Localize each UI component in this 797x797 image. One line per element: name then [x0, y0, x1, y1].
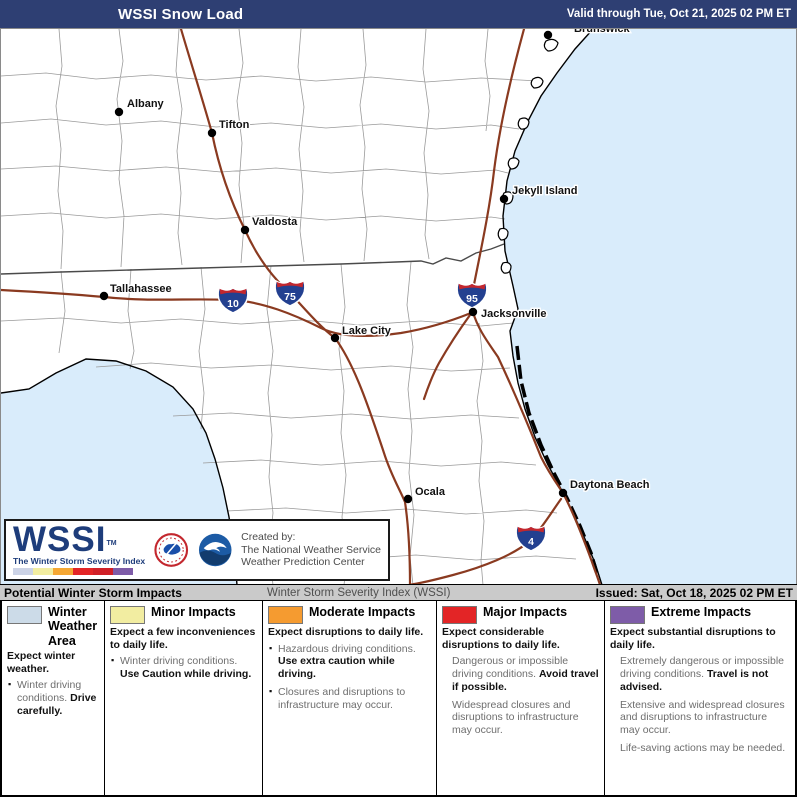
- legend-item: Widespread closures and disruptions to i…: [452, 698, 579, 737]
- legend-item: Extensive and widespread closures and di…: [620, 698, 785, 737]
- city-label-jekyll-island: Jekyll Island: [512, 185, 577, 197]
- city-labels: Albany Tifton Valdosta Tallahassee Lake …: [109, 29, 652, 499]
- city-dot-jacksonville: [468, 307, 478, 317]
- major-impacts-swatch: [442, 606, 477, 624]
- city-dot-tallahassee: [99, 291, 109, 301]
- legend-item: Hazardous driving conditions. Use extra …: [269, 643, 431, 681]
- status-left-title: Potential Winter Storm Impacts: [4, 585, 182, 600]
- interstate-shield-95: 95: [456, 281, 488, 309]
- minor-impacts-swatch: [110, 606, 145, 624]
- legend-column-extreme: Extreme Impacts Expect substantial disru…: [605, 601, 793, 795]
- interstate-shield-4: 4: [515, 524, 547, 552]
- status-issued-text: Issued: Sat, Oct 18, 2025 02 PM ET: [595, 585, 793, 600]
- colorbar-seg-moderate: [53, 567, 73, 575]
- city-label-daytona-beach: Daytona Beach: [570, 479, 650, 491]
- created-by-text: Created by: The National Weather Service…: [241, 531, 381, 568]
- interstate-shield-10: 10: [217, 286, 249, 314]
- legend-intro: Expect a few inconveniences to daily lif…: [110, 626, 256, 651]
- barrier-islands-strip: [515, 345, 600, 578]
- header-bar: WSSI Snow Load Valid through Tue, Oct 21…: [0, 0, 797, 28]
- legend-column-winter-weather: Winter Weather Area Expect winter weathe…: [2, 601, 105, 795]
- city-markers: [99, 30, 568, 504]
- city-dot-albany: [114, 107, 124, 117]
- city-label-jacksonville: Jacksonville: [481, 308, 546, 320]
- wssi-wordmark: WSSITM: [13, 520, 117, 560]
- legend-column-minor: Minor Impacts Expect a few inconvenience…: [105, 601, 263, 795]
- city-dot-valdosta: [240, 225, 250, 235]
- colorbar-seg-major2: [93, 567, 113, 575]
- legend-title-minor: Minor Impacts: [151, 605, 236, 619]
- colorbar-seg-major: [73, 567, 93, 575]
- map-svg: 10 75 95 4: [1, 29, 796, 584]
- status-bar: Potential Winter Storm Impacts Winter St…: [0, 584, 797, 601]
- legend-intro: Expect considerable disruptions to daily…: [442, 626, 560, 651]
- nws-logo-icon: [154, 533, 189, 567]
- created-by-line2: The National Weather Service: [241, 543, 381, 556]
- legend-intro: Expect winter weather.: [7, 650, 76, 675]
- city-label-valdosta: Valdosta: [252, 216, 298, 228]
- atlantic-ocean: [503, 29, 796, 584]
- gulf-coastline: [1, 358, 238, 584]
- city-dot-tifton: [207, 128, 217, 138]
- legend-item: Extremely dangerous or impossible drivin…: [620, 655, 784, 693]
- city-label-ocala: Ocala: [415, 486, 446, 498]
- shield-number: 4: [528, 536, 534, 548]
- legend-title-moderate: Moderate Impacts: [309, 605, 416, 619]
- wssi-severity-colorbar: [13, 567, 133, 575]
- city-label-albany: Albany: [127, 98, 165, 110]
- city-label-partial: Brunswick: [574, 29, 631, 35]
- extreme-impacts-swatch: [610, 606, 645, 624]
- created-by-line3: Weather Prediction Center: [241, 556, 365, 569]
- coastal-islets: [497, 38, 559, 274]
- legend-item: Life-saving actions may be needed.: [620, 741, 786, 754]
- created-by-line1: Created by:: [241, 531, 296, 544]
- interstate-roads: [1, 29, 601, 584]
- shield-number: 95: [466, 293, 478, 305]
- valid-through-text: Valid through Tue, Oct 21, 2025 02 PM ET: [566, 8, 791, 20]
- shield-number: 10: [227, 298, 239, 310]
- city-dot-jekyll-island: [499, 194, 509, 204]
- legend-title-major: Major Impacts: [483, 605, 568, 619]
- page-title: WSSI Snow Load: [118, 5, 244, 23]
- legend-item: Winter driving conditions. Use Caution w…: [111, 655, 257, 681]
- interstate-shield-75: 75: [274, 279, 306, 307]
- moderate-impacts-swatch: [268, 606, 303, 624]
- map-canvas: 10 75 95 4: [0, 28, 797, 584]
- shield-number: 75: [284, 291, 296, 303]
- legend-intro: Expect disruptions to daily life.: [268, 626, 424, 638]
- impact-legend: Winter Weather Area Expect winter weathe…: [0, 601, 797, 797]
- city-label-tifton: Tifton: [219, 119, 250, 131]
- legend-item: Dangerous or impossible driving conditio…: [452, 655, 599, 693]
- legend-title-extreme: Extreme Impacts: [651, 605, 752, 619]
- status-center-subtitle: Winter Storm Severity Index (WSSI): [267, 586, 451, 599]
- colorbar-seg-extreme: [113, 567, 133, 575]
- city-dot-ocala: [403, 494, 413, 504]
- legend-item: Closures and disruptions to infrastructu…: [269, 686, 431, 712]
- noaa-logo-icon: [198, 533, 232, 567]
- trademark-symbol: TM: [106, 540, 117, 548]
- city-dot-brunswick: [543, 30, 553, 40]
- legend-title-winter-weather: Winter Weather Area: [48, 605, 98, 648]
- state-border: [1, 243, 505, 275]
- legend-item: Winter driving conditions. Drive careful…: [8, 679, 99, 717]
- legend-intro: Expect substantial disruptions to daily …: [610, 626, 776, 651]
- legend-column-major: Major Impacts Expect considerable disrup…: [437, 601, 605, 795]
- colorbar-seg-minor: [33, 567, 53, 575]
- wssi-tagline: The Winter Storm Severity Index: [13, 556, 146, 567]
- city-dot-daytona-beach: [558, 488, 568, 498]
- winter-weather-swatch: [7, 606, 42, 624]
- wssi-logo-box: WSSITM The Winter Storm Severity Index C…: [4, 519, 390, 581]
- city-dot-lake-city: [330, 333, 340, 343]
- legend-column-moderate: Moderate Impacts Expect disruptions to d…: [263, 601, 437, 795]
- city-label-tallahassee: Tallahassee: [110, 283, 172, 295]
- colorbar-seg-winter: [13, 567, 33, 575]
- city-label-lake-city: Lake City: [342, 325, 392, 337]
- wssi-wordmark-block: WSSITM The Winter Storm Severity Index: [13, 520, 146, 575]
